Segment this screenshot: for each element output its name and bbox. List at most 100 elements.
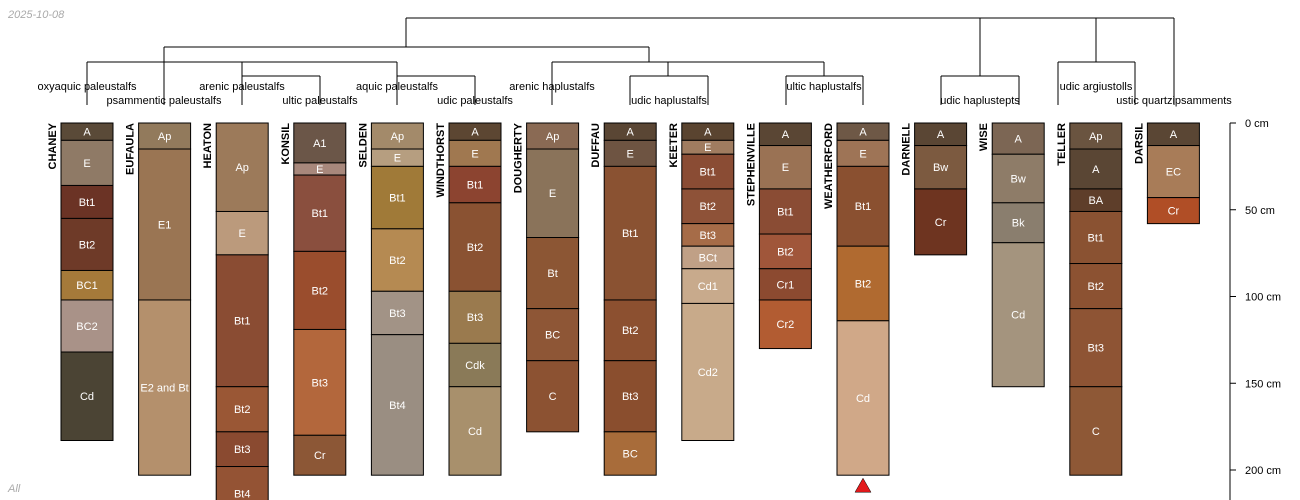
profile-name: EUFAULA [125, 123, 137, 175]
horizon-label: E2 and Bt [140, 382, 188, 394]
horizon-label: Ap [158, 131, 171, 143]
profile-darsil: A EC Cr DARSIL [1133, 122, 1200, 225]
profile-darnell: A Bw Cr DARNELL [901, 122, 968, 256]
horizon [138, 299, 192, 476]
horizon [681, 188, 735, 225]
axis-tick-label: 200 cm [1245, 465, 1281, 477]
horizon-label: Cr [314, 450, 326, 462]
horizon [526, 148, 580, 239]
horizon-label: BC1 [76, 280, 97, 292]
profile-eufaula: Ap E1 E2 and Bt EUFAULA [125, 122, 192, 476]
horizon-label: Bt2 [700, 201, 717, 213]
horizon-label: Bt3 [389, 308, 406, 320]
horizon [836, 245, 890, 322]
horizon [758, 188, 812, 235]
horizon-label: C [1092, 426, 1100, 438]
horizon-label: Bt1 [855, 201, 872, 213]
horizon [60, 184, 114, 219]
profile-name: WINDTHORST [435, 123, 447, 198]
horizon [448, 202, 502, 292]
taxon-label: udic argiustolls [1060, 81, 1133, 93]
profile-selden: Ap E Bt1 Bt2 Bt3 Bt4 SELDEN [357, 122, 424, 476]
horizon [758, 145, 812, 190]
horizon-label: Bt2 [79, 239, 96, 251]
horizon-label: Bt1 [1088, 232, 1105, 244]
horizon-label: E [627, 148, 634, 160]
horizon-label: Bt1 [312, 208, 329, 220]
horizon [293, 434, 347, 476]
profile-name: HEATON [202, 123, 214, 168]
horizon [448, 139, 502, 167]
horizon-label: A [627, 127, 635, 139]
profile-name: CHANEY [47, 122, 59, 169]
horizon-label: BA [1088, 195, 1103, 207]
horizon-label: Bt [547, 268, 557, 280]
horizon-label: Bt1 [622, 228, 639, 240]
dendrogram [86, 17, 1175, 105]
horizon-label: Cd [468, 426, 482, 438]
profile-name: SELDEN [357, 123, 369, 168]
horizon [293, 122, 347, 164]
profile-name: WISE [978, 123, 990, 151]
horizon-label: Bk [1012, 218, 1025, 230]
horizon-label: Bw [1011, 173, 1026, 185]
taxon-label: udic paleustalfs [437, 95, 513, 107]
horizon-label: E [471, 148, 478, 160]
horizon-label: A1 [313, 138, 326, 150]
horizon [60, 139, 114, 186]
horizon [370, 165, 424, 230]
taxon-label: ustic quartzipsamments [1116, 95, 1232, 107]
horizon [215, 210, 269, 256]
horizon-label: BC2 [76, 321, 97, 333]
horizon-label: E [83, 158, 90, 170]
horizon-label: Cd [80, 391, 94, 403]
profile-name: STEPHENVILLE [745, 123, 757, 206]
profile-heaton: Ap E Bt1 Bt2 Bt3 Bt4 HEATON [202, 122, 269, 500]
horizon-label: Bt3 [622, 391, 639, 403]
horizon-label: Cr [1168, 206, 1180, 218]
profile-stephenville: A E Bt1 Bt2 Cr1 Cr2 STEPHENVILLE [745, 122, 812, 350]
axis-tick-label: 50 cm [1245, 205, 1275, 217]
horizon [448, 290, 502, 344]
horizon-label: A [1092, 164, 1100, 176]
date-label: 2025-10-08 [7, 9, 65, 21]
profile-weatherford: AE Bt1 Bt2 Cd WEATHERFORD [823, 122, 890, 493]
horizon [215, 386, 269, 433]
profile-chaney: A E Bt1 Bt2 BC1 BC2 Cd CHANEY [47, 122, 114, 442]
profile-konsil: A1 E Bt1 Bt2 Bt3 Cr KONSIL [280, 122, 347, 476]
taxon-label: arenic paleustalfs [199, 81, 285, 93]
horizon [1069, 386, 1123, 476]
profile-name: DARNELL [901, 123, 913, 176]
profile-name: KEETER [668, 123, 680, 168]
taxon-label: aquic paleustalfs [356, 81, 438, 93]
profile-name: DOUGHERTY [513, 122, 525, 193]
horizon-label: E [239, 228, 246, 240]
horizon-label: A [83, 127, 91, 139]
horizon-label: BCt [699, 252, 717, 264]
horizon-label: Cr2 [777, 319, 795, 331]
horizon-label: E [549, 188, 556, 200]
horizon-label: A [471, 127, 479, 139]
horizon [370, 334, 424, 476]
horizon-label: Cr1 [777, 279, 795, 291]
horizon-label: A [937, 129, 945, 141]
taxon-label: udic haplustalfs [631, 95, 707, 107]
horizon [526, 308, 580, 362]
horizon-label: Cd [1011, 310, 1025, 322]
axis-tick-label: 0 cm [1245, 118, 1269, 130]
horizon [526, 237, 580, 310]
horizon-label: Bt2 [312, 285, 329, 297]
horizon [603, 165, 657, 301]
profile-name: TELLER [1056, 123, 1068, 166]
profile-windthorst: AE Bt1 Bt2 Bt3 Cdk Cd WINDTHORST [435, 122, 502, 476]
horizon-label: Cr [935, 217, 947, 229]
horizon-label: E [859, 148, 866, 160]
depth-marker [854, 477, 872, 493]
profile-keeter: AE Bt1 Bt2 Bt3 BCt Cd1 Cd2 KEETER [668, 122, 735, 442]
horizon [370, 228, 424, 292]
horizon [215, 122, 269, 212]
horizon-label: Bt2 [467, 242, 484, 254]
horizon [1146, 145, 1200, 199]
horizon [1069, 210, 1123, 265]
